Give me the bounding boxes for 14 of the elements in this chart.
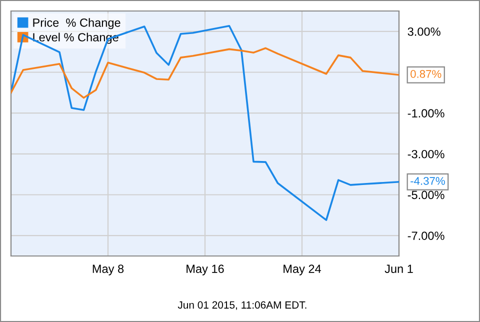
x-tick-label: May 24	[284, 264, 322, 276]
x-tick-label: May 16	[186, 264, 224, 276]
y-tick-label: 3.00%	[408, 27, 440, 36]
x-tick-label: May 8	[92, 264, 124, 276]
y-tick-label: -5.00%	[408, 190, 444, 200]
legend-label: Price % Change	[33, 18, 120, 30]
y-tick-label: -1.00%	[408, 109, 444, 118]
x-tick-label: Jun 1	[384, 264, 413, 274]
data-label: 0.87%	[410, 70, 442, 78]
data-label: -4.37%	[410, 177, 445, 185]
text: Jun 01 2015, 11:06AM EDT.	[178, 301, 306, 310]
y-tick-label: -7.00%	[408, 232, 444, 240]
line-series	[11, 47, 399, 99]
y-tick-label: -3.00%	[408, 150, 444, 158]
